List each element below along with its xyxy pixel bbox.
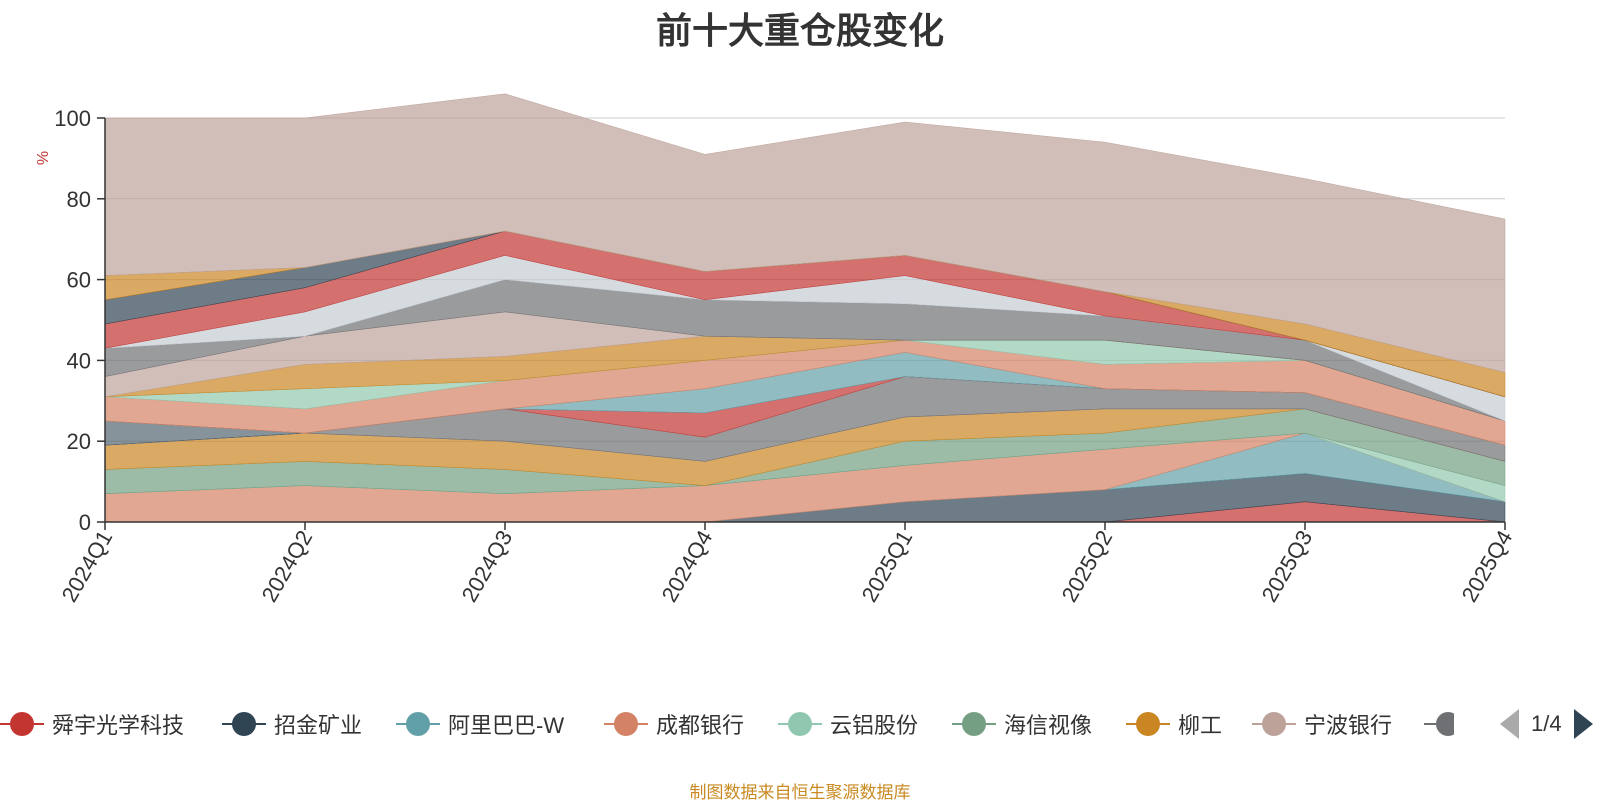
legend-marker-icon: [222, 706, 266, 742]
source-note: 制图数据来自恒生聚源数据库: [689, 783, 911, 802]
x-tick-label: 2024Q1: [57, 526, 118, 606]
legend-label: 云铝股份: [830, 713, 919, 738]
legend-item-hisense-visual[interactable]: 海信视像: [952, 706, 1092, 742]
legend-marker-icon: [1126, 706, 1170, 742]
y-tick-label: 20: [67, 429, 91, 454]
legend-label: 宁波银行: [1304, 713, 1393, 738]
legend-item-ningbo-bank[interactable]: 宁波银行: [1252, 706, 1392, 742]
y-axis-label: %: [35, 151, 52, 165]
legend-marker-icon: [0, 706, 44, 742]
legend-item-partial[interactable]: [1424, 706, 1454, 742]
legend-marker-icon: [1252, 706, 1296, 742]
legend-item-chengdu-bank[interactable]: 成都银行: [604, 706, 744, 742]
y-tick-label: 60: [67, 268, 91, 293]
area-series: [104, 93, 1506, 373]
x-tick-label: 2025Q2: [1057, 526, 1118, 606]
y-tick-label: 0: [79, 510, 91, 535]
x-tick-label: 2024Q3: [457, 526, 518, 606]
legend-marker-icon: [604, 706, 648, 742]
legend-marker-icon: [396, 706, 440, 742]
legend-pager: 1/4: [1500, 706, 1593, 742]
x-tick-label: 2024Q4: [657, 526, 718, 606]
legend-item-yunnan-aluminium[interactable]: 云铝股份: [778, 706, 918, 742]
x-tick-label: 2024Q2: [257, 526, 318, 606]
pager-page-indicator: 1/4: [1531, 711, 1562, 736]
x-tick-label: 2025Q3: [1257, 526, 1318, 606]
legend-marker-icon: [778, 706, 822, 742]
stacked-areas: [104, 93, 1506, 523]
x-tick-label: 2025Q1: [857, 526, 918, 606]
legend-marker-icon: [1424, 706, 1454, 742]
legend-item-liugong[interactable]: 柳工: [1126, 706, 1222, 742]
legend-label: 阿里巴巴-W: [448, 713, 565, 738]
legend-item-zhaojin-mining[interactable]: 招金矿业: [222, 706, 362, 742]
y-tick-label: 80: [67, 187, 91, 212]
y-tick-label: 100: [54, 106, 91, 131]
pager-prev-icon[interactable]: [1500, 709, 1519, 739]
legend-label: 招金矿业: [274, 713, 363, 738]
legend-label: 成都银行: [656, 713, 745, 738]
pager-next-icon[interactable]: [1573, 709, 1593, 739]
legend-item-alibaba[interactable]: 阿里巴巴-W: [396, 706, 564, 742]
chart-title: 前十大重仓股变化: [655, 10, 944, 51]
legend: 舜宇光学科技 招金矿业 阿里巴巴-W 成都银行 云铝股份 海信视像 柳工: [0, 706, 1600, 742]
legend-label: 海信视像: [1004, 713, 1093, 738]
legend-item-sunny-optical[interactable]: 舜宇光学科技: [0, 706, 184, 742]
y-tick-label: 40: [67, 348, 91, 373]
legend-marker-icon: [952, 706, 996, 742]
x-tick-label: 2025Q4: [1457, 526, 1518, 606]
legend-label: 舜宇光学科技: [52, 713, 185, 738]
legend-label: 柳工: [1178, 713, 1223, 738]
